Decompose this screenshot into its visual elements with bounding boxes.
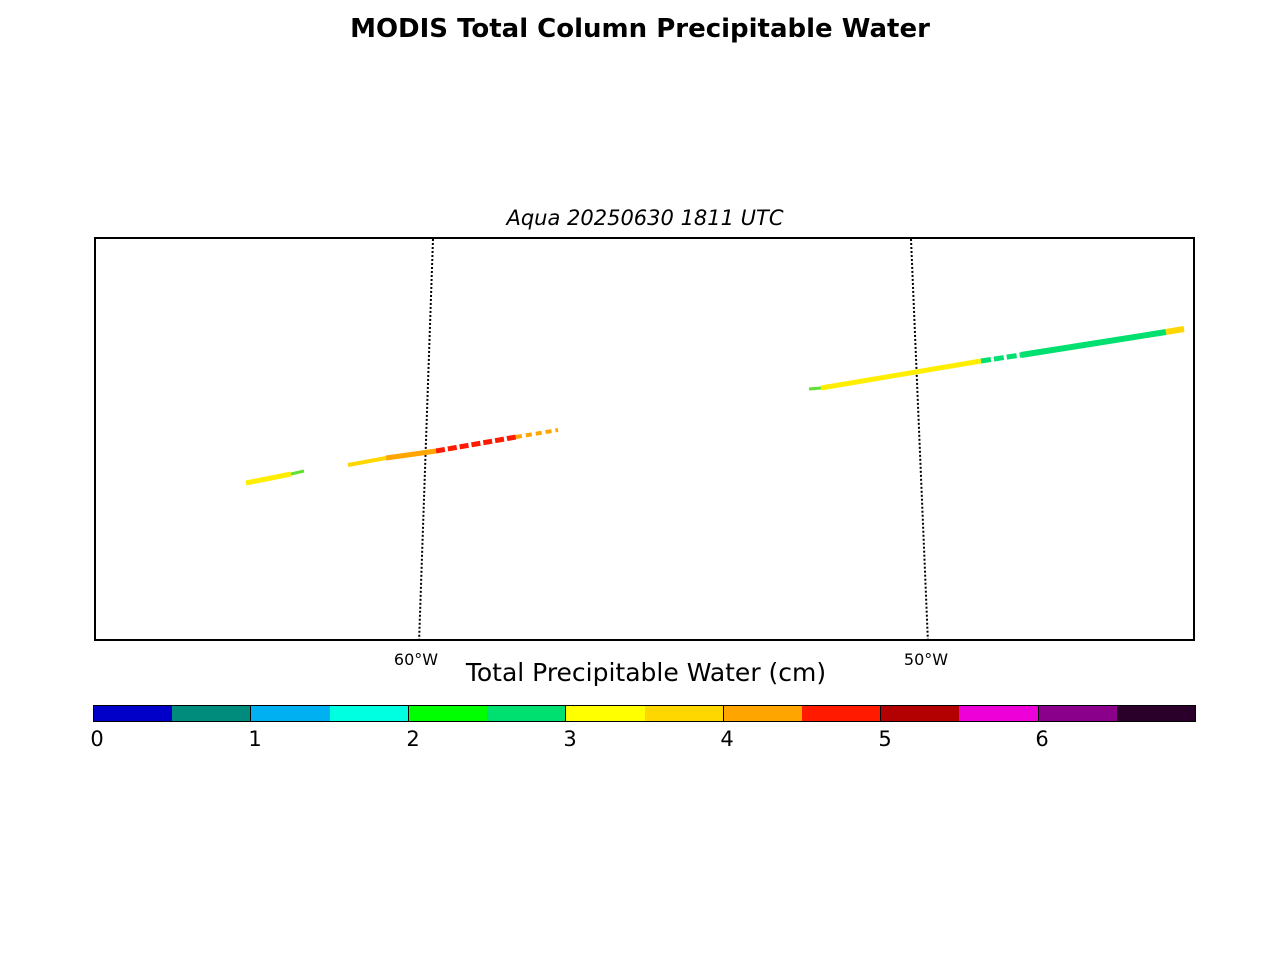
colorbar-segment [250,706,330,721]
colorbar-tick: 3 [563,727,577,751]
chart-subtitle: Aqua 20250630 1811 UTC [506,206,784,230]
colorbar-segment [959,706,1038,721]
colorbar-tick: 2 [406,727,420,751]
swath-segment [820,358,982,391]
colorbar-tick: 5 [878,727,892,751]
swath-segment [1165,326,1185,335]
swath-segment [808,386,822,391]
chart-title: MODIS Total Column Precipitable Water [350,14,930,44]
swath-segment [245,471,292,486]
swath-segment [435,434,517,454]
colorbar [93,705,1196,722]
colorbar-segment [172,706,251,721]
colorbar-label: Total Precipitable Water (cm) [465,658,827,687]
map-panel [94,237,1195,641]
colorbar-tick: 0 [90,727,104,751]
swath-left [245,428,559,486]
colorbar-segment [644,706,723,721]
map-canvas [245,239,1185,639]
colorbar-segment [1116,706,1196,721]
swath-segment [347,456,387,467]
colorbar-tick: 6 [1035,727,1049,751]
colorbar-segment [94,706,173,721]
meridian-label-60w: 60°W [393,650,439,669]
colorbar-tick: 1 [248,727,262,751]
colorbar-segment [565,706,645,721]
colorbar-segment [1037,706,1117,721]
swath-segment [980,352,1022,364]
swath-right [808,326,1185,391]
colorbar-segment [722,706,802,721]
swath-segment [385,448,437,461]
meridian-50w [910,239,929,639]
colorbar-segment [407,706,488,721]
meridian-label-50w: 50°W [903,650,949,669]
meridian-60w [418,239,434,639]
colorbar-segment [801,706,881,721]
colorbar-segment [329,706,408,721]
swath-segment [1020,329,1167,358]
colorbar-segment [880,706,960,721]
swath-segment [515,428,559,439]
swath-segment [290,469,305,476]
colorbar-tick: 4 [720,727,734,751]
colorbar-segment [487,706,566,721]
